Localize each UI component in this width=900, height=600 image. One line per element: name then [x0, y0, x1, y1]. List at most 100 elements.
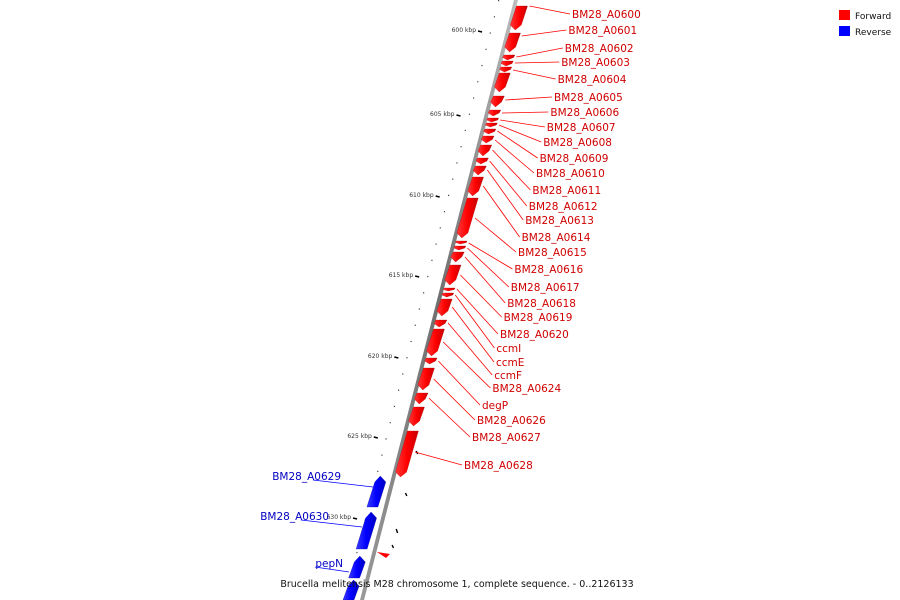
forward-gene-mark [408, 406, 425, 427]
tick-label: 605 kbp [430, 111, 455, 118]
forward-gene-mark [477, 144, 493, 157]
forward-label-leader [433, 378, 476, 421]
legend-reverse-swatch [839, 26, 850, 36]
major-tick [373, 436, 379, 439]
forward-gene-mark [472, 165, 487, 176]
reverse-label-leader [314, 566, 350, 573]
tick-label: 630 kbp [327, 514, 352, 521]
genes-layer [342, 5, 528, 600]
minor-tick [460, 146, 462, 148]
reverse-label-leader [300, 519, 363, 528]
minor-tick [489, 32, 491, 34]
forward-gene-label: BM28_A0616 [514, 264, 583, 276]
minor-tick [443, 211, 446, 213]
forward-gene-mark [500, 60, 514, 67]
forward-label-leader [414, 451, 463, 466]
forward-gene-mark [475, 157, 489, 165]
reverse-gene-mark [348, 555, 366, 579]
map-caption: Brucella melitensis M28 chromosome 1, co… [280, 579, 633, 590]
forward-gene-label: BM28_A0618 [507, 298, 576, 310]
minor-tick [464, 129, 466, 132]
forward-label-leader [487, 169, 524, 221]
minor-tick [431, 259, 433, 261]
forward-label-leader [464, 256, 506, 304]
reverse-gene-label: BM28_A0629 [272, 471, 341, 483]
forward-gene-label: BM28_A0608 [543, 137, 612, 149]
minor-tick [472, 97, 475, 99]
minor-tick [385, 438, 387, 440]
forward-gene-label: BM28_A0605 [554, 92, 623, 104]
forward-gene-label: BM28_A0628 [464, 460, 533, 472]
forward-gene-label: ccmF [494, 370, 522, 382]
forward-gene-label: BM28_A0604 [558, 74, 627, 86]
forward-gene-label: degP [482, 400, 508, 412]
forward-label-leader [516, 47, 563, 58]
minor-tick [356, 551, 358, 554]
minor-tick [377, 470, 379, 472]
forward-label-leader [494, 139, 535, 174]
forward-gene-mark [433, 319, 448, 328]
reverse-gene-label: pepN [315, 558, 343, 570]
reverse-gene-label: BM28_A0630 [260, 511, 329, 523]
legend-forward-label: Forward [855, 12, 891, 22]
feature-tick [395, 528, 399, 534]
forward-gene-mark [450, 251, 465, 263]
forward-gene-label: BM28_A0624 [492, 383, 561, 395]
forward-label-leader [438, 360, 481, 406]
reverse-gene-mark [355, 511, 377, 550]
legend-forward-swatch [839, 10, 850, 20]
forward-gene-mark [455, 240, 468, 245]
forward-gene-mark [441, 292, 455, 298]
forward-label-leader [500, 119, 545, 128]
forward-gene-label: BM28_A0603 [561, 57, 630, 69]
major-tick [435, 195, 440, 198]
major-tick [456, 114, 461, 117]
forward-gene-label: BM28_A0606 [550, 107, 619, 119]
forward-gene-mark [414, 392, 429, 405]
forward-gene-mark [444, 264, 462, 286]
minor-tick [498, 0, 500, 2]
forward-label-leader [492, 149, 531, 191]
feature-tick [391, 544, 395, 549]
forward-gene-mark [499, 66, 513, 73]
forward-label-leader [529, 5, 571, 15]
forward-gene-label: BM28_A0609 [540, 153, 609, 165]
forward-label-leader [489, 160, 528, 207]
minor-tick [427, 275, 429, 278]
forward-label-leader [512, 69, 556, 80]
minor-tick [493, 16, 496, 18]
forward-gene-label: BM28_A0620 [500, 329, 569, 341]
forward-label-leader [454, 294, 495, 349]
major-tick [394, 356, 399, 359]
forward-gene-label: BM28_A0619 [504, 312, 573, 324]
minor-tick [477, 81, 479, 83]
forward-gene-mark [483, 128, 497, 135]
forward-gene-label: BM28_A0611 [532, 185, 601, 197]
forward-label-leader [505, 96, 553, 101]
forward-gene-label: BM28_A0613 [525, 215, 594, 227]
forward-label-leader [521, 29, 567, 37]
minor-tick [389, 422, 391, 424]
forward-gene-label: BM28_A0610 [536, 168, 605, 180]
major-tick [352, 517, 358, 520]
reverse-label-leader [312, 479, 374, 488]
minor-tick [435, 243, 437, 245]
forward-gene-mark [453, 245, 467, 251]
forward-gene-mark [488, 109, 502, 117]
forward-gene-label: BM28_A0602 [565, 43, 634, 55]
forward-gene-mark [395, 430, 419, 478]
forward-label-leader [442, 341, 491, 389]
forward-label-leader [501, 111, 549, 114]
forward-gene-mark [456, 197, 479, 239]
forward-gene-label: BM28_A0626 [477, 415, 546, 427]
forward-label-leader [447, 322, 493, 376]
reverse-gene-mark [342, 579, 360, 600]
labels-layer: BM28_A0600 BM28_A0601 BM28_A0602 BM28_A0603… [260, 5, 641, 573]
forward-gene-mark [502, 54, 516, 61]
forward-gene-label: BM28_A0612 [529, 201, 598, 213]
chromosome-backbone [360, 0, 518, 600]
forward-label-leader [474, 217, 517, 253]
major-tick [414, 275, 420, 278]
legend: Forward Reverse [839, 10, 892, 38]
